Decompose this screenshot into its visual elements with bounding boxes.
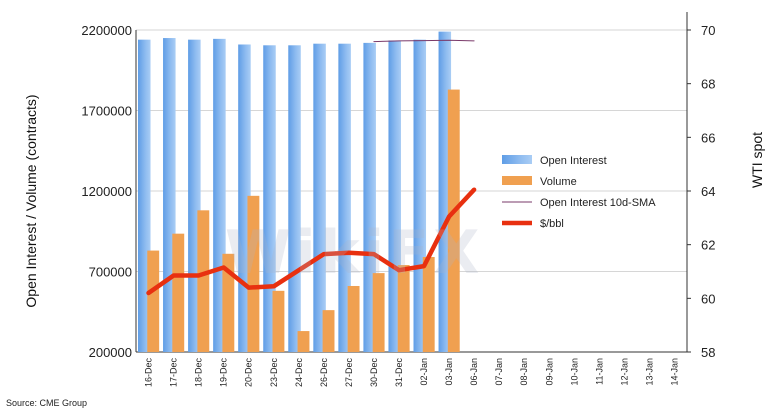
y-axis-title: Open Interest / Volume (contracts) [23, 94, 39, 307]
x-tick-label: 20-Dec [244, 358, 254, 388]
x-tick-label: 24-Dec [294, 358, 304, 388]
x-tick-label: 11-Jan [594, 358, 604, 385]
x-tick-label: 08-Jan [519, 358, 529, 386]
x-tick-label: 17-Dec [169, 358, 179, 388]
legend-label: Volume [540, 176, 577, 188]
y-right-tick-label: 58 [701, 345, 715, 360]
x-tick-label: 27-Dec [344, 358, 354, 388]
volume-bar [247, 195, 260, 352]
y-right-tick-label: 66 [701, 130, 715, 145]
volume-bar [447, 89, 460, 352]
volume-bar [297, 331, 310, 352]
legend-label: Open Interest 10d-SMA [540, 197, 656, 209]
x-tick-label: 13-Jan [644, 358, 654, 386]
y-right-axis-title: WTI spot [749, 132, 765, 188]
x-tick-label: 06-Jan [469, 358, 479, 386]
volume-bar [172, 233, 185, 352]
x-tick-label: 14-Jan [669, 358, 679, 386]
sma-line [373, 39, 475, 43]
y-right-tick-label: 68 [701, 77, 715, 92]
volume-bar [347, 285, 360, 352]
y-tick-label: 2200000 [81, 23, 132, 38]
volume-bar [372, 273, 385, 352]
volume-bar [272, 290, 285, 352]
y-right-tick-label: 62 [701, 238, 715, 253]
legend-label: Open Interest [540, 155, 607, 167]
legend-swatch [502, 176, 532, 185]
x-tick-label: 30-Dec [369, 358, 379, 388]
x-tick-label: 19-Dec [219, 358, 229, 388]
legend-label: $/bbl [540, 218, 564, 230]
open-interest-bar [338, 43, 351, 353]
x-tick-label: 16-Dec [144, 358, 154, 388]
y-tick-label: 1700000 [81, 104, 132, 119]
y-tick-label: 200000 [89, 345, 132, 360]
legend-swatch [502, 155, 532, 164]
y-tick-label: 700000 [89, 265, 132, 280]
volume-bar [322, 310, 335, 352]
y-tick-label: 1200000 [81, 184, 132, 199]
x-tick-label: 09-Jan [544, 358, 554, 386]
x-tick-label: 07-Jan [494, 358, 504, 386]
x-tick-label: 12-Jan [619, 358, 629, 386]
x-tick-label: 10-Jan [569, 358, 579, 386]
x-tick-label: 31-Dec [394, 358, 404, 388]
price-line [146, 187, 477, 296]
x-tick-label: 03-Jan [444, 358, 454, 386]
y-right-tick-label: 64 [701, 184, 715, 199]
y-right-tick-label: 60 [701, 291, 715, 306]
x-tick-label: 02-Jan [419, 358, 429, 386]
open-interest-bar [263, 45, 276, 353]
volume-bar [222, 253, 235, 352]
volume-bar [397, 265, 410, 352]
volume-bar [422, 257, 435, 352]
x-tick-label: 18-Dec [194, 358, 204, 388]
open-interest-bar [288, 45, 301, 353]
source-note: Source: CME Group [6, 398, 88, 408]
x-tick-label: 23-Dec [269, 358, 279, 388]
y-right-tick-label: 70 [701, 23, 715, 38]
open-interest-bar [313, 43, 326, 353]
watermark: WikiFX [225, 218, 484, 288]
volume-bar [147, 250, 160, 352]
x-tick-label: 26-Dec [319, 358, 329, 388]
volume-bar [197, 210, 210, 352]
